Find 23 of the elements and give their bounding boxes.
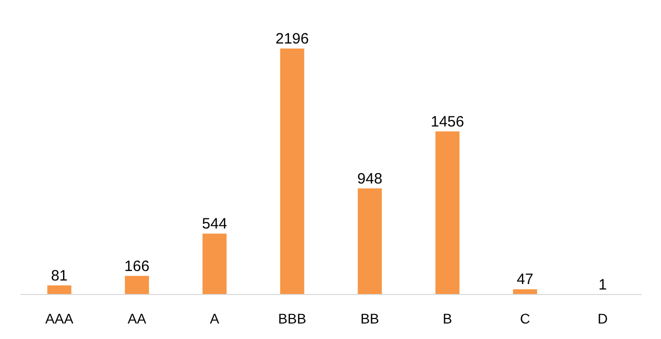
bar (435, 131, 460, 294)
x-tick-label: AAA (45, 310, 74, 326)
x-tick-label: BB (360, 310, 380, 326)
data-label: 544 (202, 216, 228, 233)
bar (358, 188, 382, 294)
data-label: 1 (598, 276, 607, 294)
bar (513, 289, 538, 294)
x-tick-label: A (210, 310, 220, 326)
x-tick-label: B (442, 310, 452, 326)
bar (124, 276, 149, 294)
data-label: 81 (50, 267, 68, 284)
x-tick-label: D (598, 310, 608, 326)
data-label: 166 (124, 258, 150, 275)
bar (47, 285, 72, 294)
x-tick-label: BBB (278, 310, 306, 326)
bar (280, 48, 304, 294)
data-label: 1456 (430, 113, 464, 130)
data-label: 2196 (276, 30, 309, 48)
data-label: 47 (516, 271, 534, 288)
data-label: 948 (357, 170, 382, 188)
bar (202, 234, 227, 294)
x-tick-label: AA (128, 310, 147, 326)
x-tick-label: C (520, 310, 530, 326)
